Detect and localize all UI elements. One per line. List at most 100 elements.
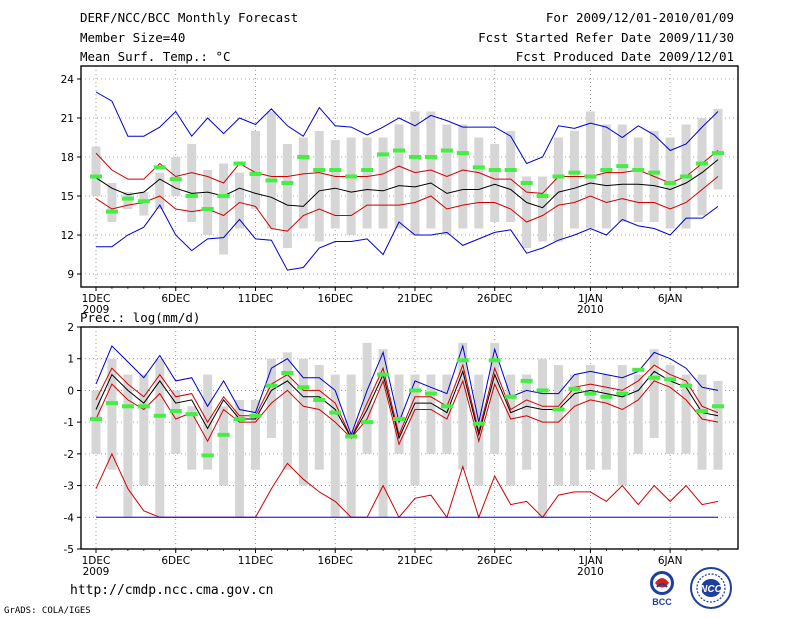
ensemble-box: [235, 399, 245, 518]
obs-marker: [329, 168, 342, 172]
ensemble-box: [617, 365, 627, 486]
y-tick-label: -1: [64, 417, 74, 429]
obs-marker: [265, 178, 278, 183]
ensemble-box: [298, 358, 308, 486]
ensemble-box: [569, 131, 579, 229]
ensemble-box: [522, 176, 532, 248]
obs-marker: [265, 383, 278, 388]
ncc-logo: NCC: [688, 566, 734, 610]
series-max: [95, 344, 719, 437]
ensemble-box: [458, 342, 468, 470]
x-tick-label: 26DEC: [477, 555, 512, 567]
ensemble-box: [282, 144, 292, 248]
ensemble-box: [314, 131, 324, 242]
ensemble-box: [155, 358, 165, 518]
ensemble-box: [713, 380, 723, 470]
ensemble-box: [458, 124, 468, 229]
ensemble-box: [665, 365, 675, 454]
ensemble-box: [378, 137, 388, 229]
obs-marker: [504, 168, 517, 172]
ensemble-box: [506, 374, 516, 486]
obs-marker: [616, 391, 629, 396]
obs-marker: [185, 412, 198, 417]
y-tick-label: 1: [67, 354, 74, 366]
obs-marker: [424, 391, 437, 396]
obs-marker: [361, 420, 374, 425]
ensemble-box: [235, 172, 245, 229]
obs-marker: [377, 372, 390, 377]
forecast-period: For 2009/12/01-2010/01/09: [545, 10, 734, 25]
obs-marker: [648, 375, 661, 380]
series-pct-high: [95, 363, 719, 440]
ensemble-box: [585, 365, 595, 470]
obs-marker: [616, 164, 629, 169]
obs-marker: [536, 388, 549, 393]
series-mean: [95, 369, 719, 440]
obs-marker: [345, 434, 358, 439]
y-tick-label: 0: [67, 385, 74, 397]
x-tick-label: 21DEC: [397, 293, 432, 305]
obs-marker: [536, 194, 549, 198]
plot-frame-border: [80, 65, 739, 288]
obs-marker: [249, 413, 262, 418]
ensemble-box: [506, 131, 516, 222]
precip-label: Prec.: log(mm/d): [80, 310, 201, 325]
ensemble-box: [410, 374, 420, 486]
series-min: [96, 204, 719, 271]
series-max: [95, 91, 719, 165]
obs-marker: [233, 161, 246, 166]
plot-frame-border: [80, 326, 739, 550]
y-tick-label: 18: [61, 152, 74, 164]
y-tick-label: 24: [61, 74, 75, 86]
obs-marker: [153, 413, 166, 418]
ensemble-box: [123, 374, 133, 518]
obs-marker: [281, 181, 294, 185]
ensemble-box: [91, 146, 101, 196]
ensemble-box: [362, 137, 372, 229]
obs-marker: [377, 152, 390, 157]
bcc-logo: BCC: [640, 568, 684, 608]
source-url[interactable]: http://cmdp.ncc.cma.gov.cn: [70, 583, 274, 598]
obs-marker: [90, 174, 102, 179]
x-tick-year-label: 2010: [577, 566, 604, 578]
ensemble-box: [203, 170, 213, 235]
obs-marker: [105, 401, 118, 406]
obs-marker: [552, 174, 565, 179]
x-tick-year-label: 2009: [83, 304, 110, 316]
obs-marker: [249, 171, 262, 176]
x-tick-label: 1JAN: [578, 555, 603, 567]
obs-marker: [488, 358, 501, 363]
obs-marker: [313, 168, 326, 172]
ensemble-box: [346, 374, 356, 518]
obs-marker: [105, 209, 118, 214]
ensemble-box: [633, 137, 643, 222]
series-pct-high: [95, 150, 719, 194]
ensemble-box: [362, 342, 372, 454]
obs-marker: [456, 151, 469, 156]
obs-marker: [568, 386, 581, 391]
grads-credit: GrADS: COLA/IGES: [4, 606, 91, 616]
obs-marker: [169, 409, 182, 414]
ensemble-box: [139, 374, 149, 486]
forecast-started-date: Fcst Started Refer Date 2009/11/30: [478, 30, 734, 45]
ensemble-box: [554, 365, 564, 486]
ensemble-box: [219, 406, 229, 486]
obs-marker: [393, 416, 406, 421]
obs-marker: [600, 168, 613, 172]
ensemble-box: [314, 365, 324, 470]
ensemble-box: [649, 349, 659, 438]
obs-marker: [664, 377, 677, 382]
chart-title: DERF/NCC/BCC Monthly Forecast: [80, 10, 299, 25]
obs-marker: [648, 170, 661, 175]
obs-marker: [297, 385, 310, 390]
obs-marker: [696, 161, 709, 166]
obs-marker: [408, 155, 421, 159]
obs-marker: [233, 416, 246, 421]
obs-marker: [472, 165, 485, 170]
ensemble-box: [266, 111, 276, 229]
y-tick-label: -2: [64, 449, 74, 461]
ensemble-box: [554, 137, 564, 242]
